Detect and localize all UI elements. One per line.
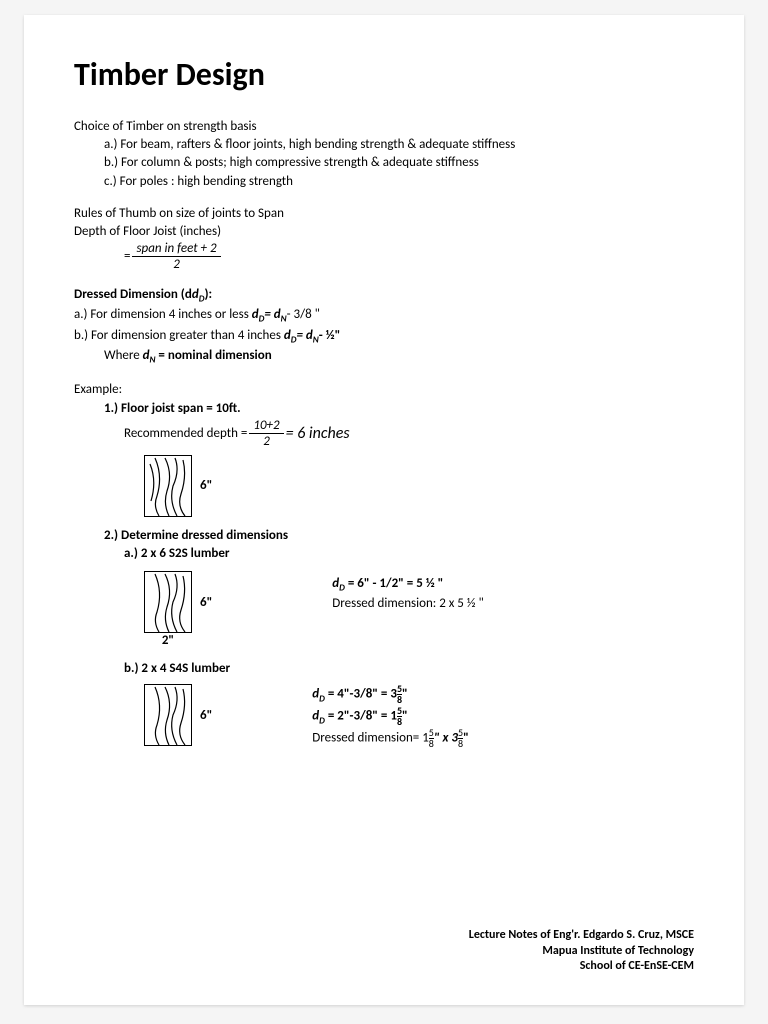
example1-rec: Recommended depth = [124, 426, 247, 441]
example1-fraction: 10+2 2 [249, 418, 283, 449]
wood-grain-icon [144, 684, 192, 746]
wood-figure-1: 6" [144, 455, 694, 517]
rules-line1: Rules of Thumb on size of joints to Span [74, 205, 694, 223]
example1-title: 1.) Floor joist span = 10ft. [104, 400, 694, 418]
dressed-rule-b: b.) For dimension greater than 4 inches … [74, 327, 694, 347]
document-page: Timber Design Choice of Timber on streng… [24, 15, 744, 1005]
equals-sign: = [124, 249, 130, 264]
wood-label-6c: 6" [200, 708, 212, 723]
rules-line2: Depth of Floor Joist (inches) [74, 223, 694, 241]
dressed-section: Dressed Dimension (ddD): a.) For dimensi… [74, 286, 694, 367]
dressed-rule-a: a.) For dimension 4 inches or less dD= d… [74, 306, 694, 326]
example2a: a.) 2 x 6 S2S lumber [124, 545, 694, 563]
choice-section: Choice of Timber on strength basis a.) F… [74, 118, 694, 191]
example2b-result: Dressed dimension= 158" x 358" [312, 728, 469, 749]
example2b: b.) 2 x 4 S4S lumber [124, 660, 694, 678]
example2-title: 2.) Determine dressed dimensions [104, 527, 694, 545]
wood-label-6b: 6" [200, 595, 212, 610]
dressed-where: Where dN = nominal dimension [104, 347, 694, 367]
wood-label-2: 2" [144, 633, 192, 648]
footer-line3: School of CE-EnSE-CEM [469, 959, 694, 975]
rules-frac-num: span in feet + 2 [132, 241, 220, 257]
example-heading: Example: [74, 381, 694, 399]
footer-line1: Lecture Notes of Eng'r. Edgardo S. Cruz,… [469, 928, 694, 944]
rules-frac-den: 2 [132, 257, 220, 272]
example2a-eq: dD = 6" - 1/2" = 5 ½ " [332, 575, 483, 595]
example1-result: = 6 inches [286, 424, 350, 443]
footer-credits: Lecture Notes of Eng'r. Edgardo S. Cruz,… [469, 928, 694, 975]
example2b-line2: dD = 2"-3/8" = 158" [312, 706, 469, 728]
wood-grain-icon [144, 571, 192, 633]
rules-section: Rules of Thumb on size of joints to Span… [74, 205, 694, 272]
rules-fraction: span in feet + 2 2 [132, 241, 220, 272]
choice-item-c: c.) For poles : high bending strength [104, 173, 694, 191]
wood-grain-icon [144, 455, 192, 517]
choice-item-a: a.) For beam, rafters & floor joints, hi… [104, 136, 694, 154]
dressed-heading: Dressed Dimension (ddD): [74, 286, 694, 306]
choice-item-b: b.) For column & posts; high compressive… [104, 154, 694, 172]
example-section: Example: 1.) Floor joist span = 10ft. Re… [74, 381, 694, 749]
choice-heading: Choice of Timber on strength basis [74, 118, 694, 136]
example2b-line1: dD = 4"-3/8" = 358" [312, 684, 469, 706]
example2a-result: Dressed dimension: 2 x 5 ½ " [332, 595, 483, 613]
footer-line2: Mapua Institute of Technology [469, 944, 694, 960]
page-title: Timber Design [74, 55, 694, 94]
wood-label-6: 6" [200, 478, 212, 493]
